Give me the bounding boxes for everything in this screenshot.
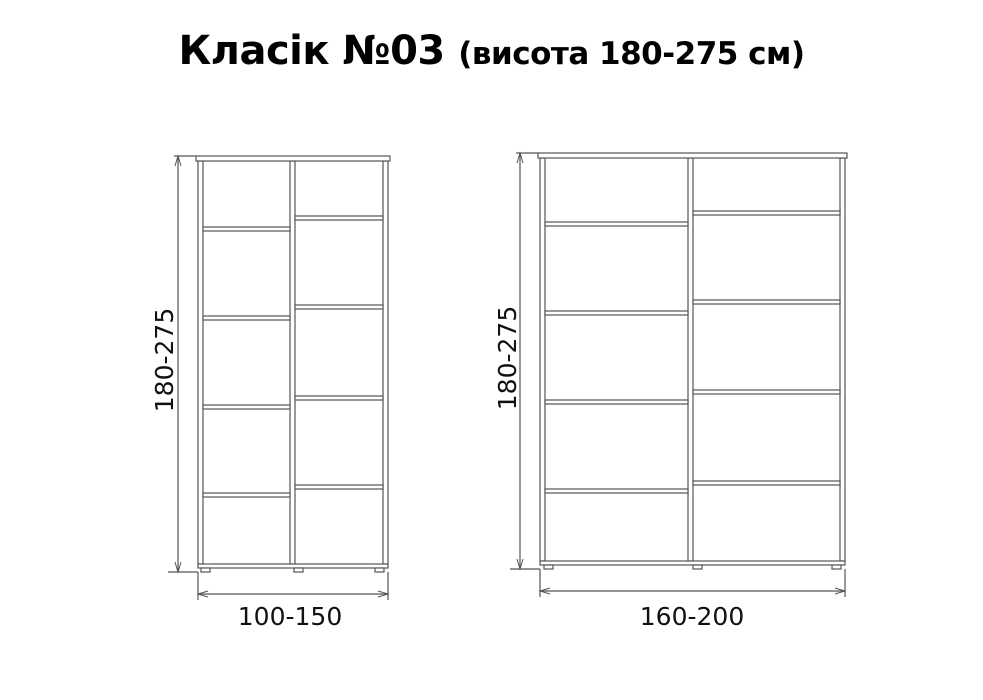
arrow-left-icon: [196, 590, 209, 598]
arrow-down-icon: [516, 558, 524, 571]
foot: [200, 567, 211, 573]
wardrobe-narrow: [168, 154, 391, 600]
shelf: [692, 210, 841, 216]
title-main: Класік №03: [178, 28, 445, 74]
shelf: [294, 304, 384, 310]
top-board: [537, 152, 848, 159]
top-board: [195, 155, 391, 162]
foot: [831, 564, 842, 570]
shelf: [544, 399, 689, 405]
bottom-board: [197, 563, 389, 569]
page-title: Класік №03 (висота 180-275 см): [0, 28, 983, 74]
foot: [692, 564, 703, 570]
shelf: [202, 226, 291, 232]
shelf: [692, 299, 841, 305]
shelf: [294, 215, 384, 221]
arrow-left-icon: [538, 587, 551, 595]
height-label-narrow: 180-275: [150, 308, 179, 412]
arrow-right-icon: [834, 587, 847, 595]
shelf: [294, 395, 384, 401]
wardrobe-wide: [510, 151, 848, 597]
shelf: [544, 221, 689, 227]
foot: [293, 567, 304, 573]
shelf: [202, 315, 291, 321]
right-side-panel: [382, 160, 389, 565]
shelf: [692, 480, 841, 486]
shelf: [202, 492, 291, 498]
foot: [374, 567, 385, 573]
middle-divider: [687, 157, 694, 562]
shelf: [202, 404, 291, 410]
shelf: [544, 310, 689, 316]
right-side-panel: [839, 157, 846, 562]
arrow-up-icon: [174, 154, 182, 167]
height-label-wide: 180-275: [493, 306, 522, 410]
title-subtitle: (висота 180-275 см): [458, 36, 805, 72]
arrow-down-icon: [174, 561, 182, 574]
left-side-panel: [197, 160, 204, 565]
left-side-panel: [539, 157, 546, 562]
shelf: [544, 488, 689, 494]
middle-divider: [289, 160, 296, 565]
width-label-narrow: 100-150: [238, 602, 342, 631]
arrow-right-icon: [377, 590, 390, 598]
shelf: [294, 484, 384, 490]
foot: [543, 564, 554, 570]
shelf: [692, 389, 841, 395]
arrow-up-icon: [516, 151, 524, 164]
width-label-wide: 160-200: [640, 602, 744, 631]
